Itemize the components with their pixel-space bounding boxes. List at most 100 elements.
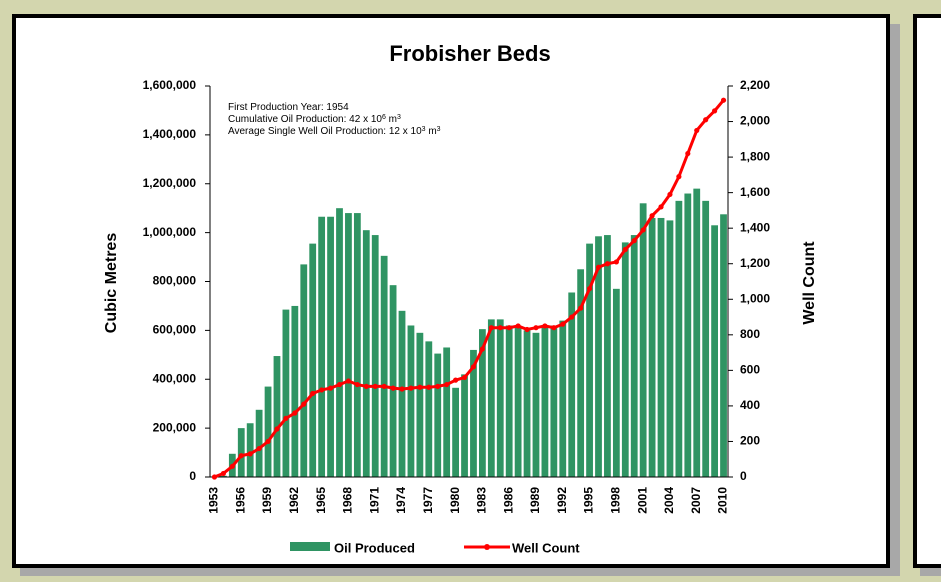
line-point bbox=[453, 377, 459, 383]
y-axis-label: Cubic Metres bbox=[103, 233, 120, 334]
x-tick-label: 2001 bbox=[635, 487, 649, 514]
y2-tick-label: 0 bbox=[740, 469, 747, 483]
next-panel bbox=[913, 14, 941, 568]
line-point bbox=[524, 326, 530, 333]
bar bbox=[345, 213, 352, 477]
bar bbox=[380, 255, 388, 477]
x-tick-label: 1995 bbox=[582, 487, 596, 514]
bar bbox=[675, 200, 683, 477]
line-point bbox=[247, 451, 253, 457]
legend-label: Oil Produced bbox=[334, 540, 415, 555]
bar bbox=[532, 332, 540, 477]
line-point bbox=[622, 246, 628, 253]
annotation: Average Single Well Oil Production: 12 x… bbox=[228, 126, 441, 138]
bar bbox=[416, 332, 424, 477]
bar bbox=[434, 353, 442, 477]
bar bbox=[353, 213, 361, 477]
bar bbox=[604, 235, 611, 477]
superscript: 3 bbox=[397, 114, 401, 121]
line-point bbox=[658, 204, 664, 210]
x-tick-label: 1968 bbox=[341, 487, 355, 514]
bar bbox=[220, 475, 227, 477]
line-point bbox=[694, 127, 700, 134]
y2-tick-label: 1,800 bbox=[740, 149, 770, 163]
line-point bbox=[604, 261, 611, 267]
bar bbox=[648, 217, 656, 477]
bar bbox=[255, 409, 263, 477]
bar bbox=[237, 428, 245, 477]
bar bbox=[264, 386, 272, 477]
x-tick-label: 1980 bbox=[448, 487, 462, 514]
line-point bbox=[649, 213, 655, 219]
line-point bbox=[703, 117, 709, 123]
line-point bbox=[354, 381, 360, 388]
bar bbox=[541, 326, 549, 477]
y-tick-label: 600,000 bbox=[153, 323, 197, 337]
x-tick-label: 1974 bbox=[394, 487, 408, 514]
line-point bbox=[560, 321, 566, 327]
line-point bbox=[685, 150, 691, 157]
y2-tick-label: 1,400 bbox=[740, 220, 770, 234]
bar bbox=[630, 235, 638, 477]
annotation-text: Cumulative Oil Production: 42 x 10 bbox=[228, 114, 382, 125]
x-tick-label: 2004 bbox=[662, 487, 676, 514]
line-point bbox=[676, 174, 682, 180]
y-tick-label: 1,200,000 bbox=[143, 176, 197, 190]
bar bbox=[684, 193, 692, 477]
x-tick-label: 1998 bbox=[609, 487, 623, 514]
bar bbox=[300, 264, 308, 477]
bar bbox=[371, 235, 379, 477]
bar bbox=[425, 341, 433, 477]
x-tick-label: 1965 bbox=[314, 487, 328, 514]
line-point bbox=[372, 383, 378, 389]
line-point bbox=[238, 453, 244, 459]
line-point bbox=[319, 387, 325, 393]
x-tick-label: 1986 bbox=[501, 487, 515, 514]
bar bbox=[336, 208, 343, 477]
x-tick-label: 1983 bbox=[475, 487, 489, 514]
bar bbox=[577, 269, 585, 477]
bar bbox=[282, 309, 290, 477]
line-point bbox=[363, 383, 369, 389]
line-point bbox=[667, 191, 673, 198]
line-point bbox=[586, 286, 593, 292]
x-tick-label: 1977 bbox=[421, 487, 435, 514]
y-tick-label: 400,000 bbox=[153, 371, 197, 385]
bar bbox=[487, 319, 495, 477]
line-point bbox=[470, 364, 477, 370]
x-tick-label: 1962 bbox=[287, 487, 301, 514]
bar bbox=[550, 325, 558, 477]
bar bbox=[461, 374, 468, 477]
line-point bbox=[292, 410, 298, 416]
x-tick-label: 1956 bbox=[233, 487, 247, 514]
chart-panel bbox=[12, 14, 890, 568]
bar bbox=[586, 243, 593, 477]
line bbox=[213, 99, 725, 479]
line-point bbox=[417, 384, 423, 390]
x-tick-label: 1992 bbox=[555, 487, 569, 514]
bar bbox=[291, 305, 299, 477]
superscript: 3 bbox=[437, 126, 441, 133]
bar bbox=[666, 220, 674, 477]
x-tick-label: 2007 bbox=[689, 487, 703, 514]
y2-tick-label: 400 bbox=[740, 398, 760, 412]
line-point bbox=[461, 374, 468, 381]
line-point bbox=[336, 381, 343, 388]
x-tick-label: 1989 bbox=[528, 487, 542, 514]
y2-tick-label: 1,000 bbox=[740, 291, 770, 305]
bar bbox=[389, 285, 397, 477]
line-point bbox=[515, 323, 521, 329]
bar bbox=[657, 217, 665, 477]
bar bbox=[505, 325, 513, 477]
bar bbox=[711, 225, 718, 477]
line-point bbox=[381, 383, 387, 389]
y2-tick-label: 200 bbox=[740, 434, 760, 448]
bar bbox=[720, 214, 727, 477]
bar bbox=[523, 330, 531, 477]
bar bbox=[407, 325, 415, 477]
y-tick-label: 1,000,000 bbox=[143, 225, 197, 239]
line-point bbox=[301, 401, 307, 407]
y2-tick-label: 2,200 bbox=[740, 78, 770, 92]
annotation: Cumulative Oil Production: 42 x 106 m3 bbox=[228, 114, 401, 126]
